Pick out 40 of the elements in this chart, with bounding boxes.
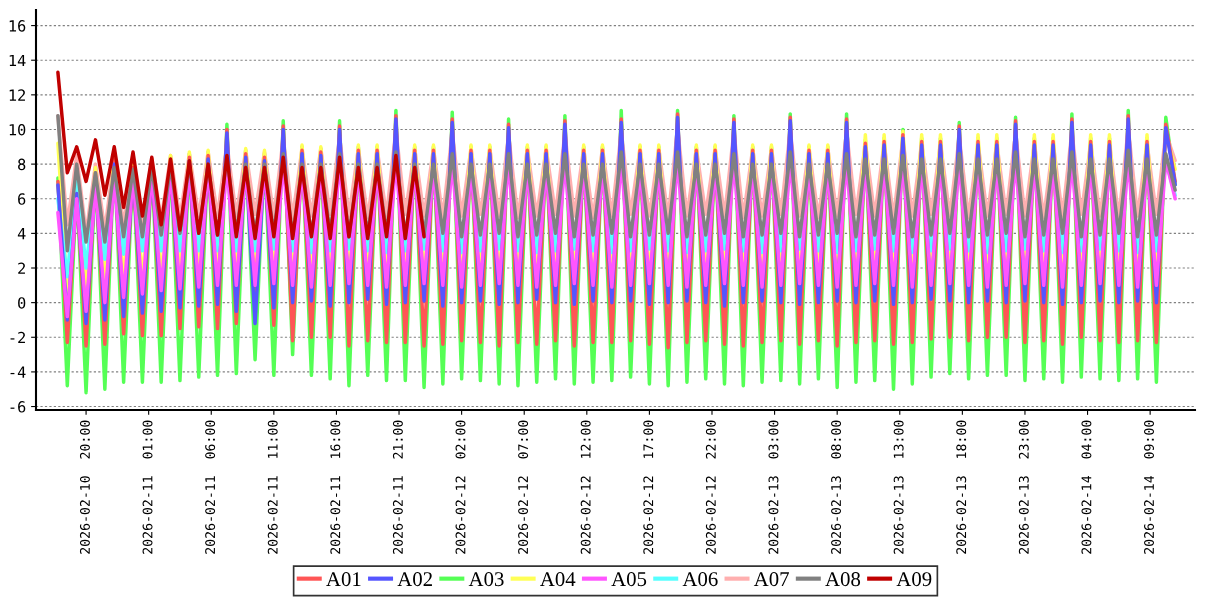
y-tick-label: -2: [10, 331, 25, 344]
x-tick-label: 2026-02-13 18:00: [956, 420, 967, 554]
legend-label: A06: [682, 572, 718, 587]
legend-label: A07: [753, 572, 789, 587]
y-tick-label: -6: [10, 401, 26, 413]
x-tick-label: 2026-02-13 08:00: [831, 420, 842, 554]
x-tick-label: 2026-02-13 13:00: [893, 420, 904, 554]
legend-label: A09: [896, 572, 932, 587]
legend-label: A04: [540, 572, 576, 587]
y-tick-label: 8: [18, 158, 26, 171]
x-tick-label: 2026-02-14 04:00: [1081, 420, 1092, 554]
x-tick-label: 2026-02-11 01:00: [142, 420, 153, 554]
x-tick-label: 2026-02-10 20:00: [79, 420, 90, 554]
x-tick-label: 2026-02-11 16:00: [330, 420, 341, 554]
x-tick-label: 2026-02-12 17:00: [643, 420, 654, 554]
legend-label: A02: [397, 572, 432, 587]
x-tick-label: 2026-02-11 06:00: [205, 420, 216, 554]
y-tick-label: 2: [18, 262, 25, 274]
y-tick-label: 14: [9, 54, 26, 67]
y-tick-label: 0: [18, 297, 26, 309]
x-tick-label: 2026-02-13 03:00: [768, 420, 779, 554]
y-tick-label: 4: [17, 228, 26, 240]
x-tick-label: 2026-02-12 02:00: [455, 420, 466, 554]
x-tick-label: 2026-02-14 09:00: [1144, 420, 1155, 554]
y-tick-label: 16: [9, 20, 26, 32]
x-tick-label: 2026-02-12 07:00: [518, 420, 529, 554]
x-tick-label: 2026-02-13 23:00: [1018, 420, 1029, 554]
legend-label: A03: [468, 572, 504, 587]
y-tick-label: 10: [9, 123, 26, 136]
legend-label: A05: [611, 572, 647, 587]
y-tick-label: -4: [10, 366, 26, 378]
x-tick-label: 2026-02-12 12:00: [580, 420, 591, 554]
y-tick-label: 6: [18, 193, 26, 205]
line-series: [56, 70, 426, 241]
x-tick-label: 2026-02-11 11:00: [267, 420, 278, 554]
legend-label: A01: [326, 572, 361, 587]
x-tick-label: 2026-02-11 21:00: [392, 420, 403, 554]
legend-label: A08: [825, 572, 861, 587]
y-tick-label: 12: [9, 89, 25, 101]
x-tick-label: 2026-02-12 22:00: [705, 420, 716, 554]
